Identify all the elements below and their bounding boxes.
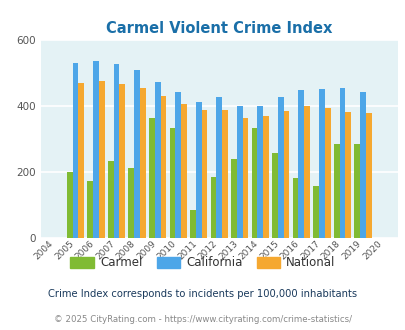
Bar (134, 70, 140, 238)
Text: © 2025 CityRating.com - https://www.cityrating.com/crime-statistics/: © 2025 CityRating.com - https://www.city… (54, 315, 351, 324)
Bar (210, 177, 216, 238)
Bar (292, 178, 298, 238)
Bar (72, 63, 78, 238)
Bar (128, 168, 134, 238)
Bar (277, 97, 283, 238)
Bar (99, 81, 104, 238)
Bar (298, 90, 303, 238)
Bar (201, 110, 207, 238)
Bar (175, 92, 181, 238)
Bar (262, 115, 268, 238)
Bar (354, 144, 359, 238)
Text: Crime Index corresponds to incidents per 100,000 inhabitants: Crime Index corresponds to incidents per… (48, 289, 357, 299)
Bar (190, 210, 195, 238)
Bar (345, 112, 350, 238)
Bar (271, 153, 277, 238)
Bar (283, 111, 289, 238)
Bar (181, 104, 186, 238)
Bar (108, 161, 113, 238)
Bar (230, 159, 236, 238)
Bar (67, 172, 72, 238)
Bar (93, 61, 99, 238)
Bar (313, 186, 318, 238)
Bar (236, 106, 242, 238)
Bar (303, 106, 309, 238)
Bar (359, 92, 365, 238)
Bar (333, 144, 339, 238)
Bar (113, 64, 119, 238)
Bar (318, 89, 324, 238)
Bar (251, 128, 257, 238)
Bar (365, 113, 371, 238)
Bar (222, 110, 227, 238)
Bar (339, 88, 345, 238)
Bar (216, 97, 222, 238)
Bar (87, 181, 93, 238)
Bar (242, 118, 248, 238)
Bar (257, 106, 262, 238)
Bar (160, 96, 166, 238)
Title: Carmel Violent Crime Index: Carmel Violent Crime Index (106, 21, 332, 36)
Bar (119, 84, 125, 238)
Bar (195, 102, 201, 238)
Legend: Carmel, California, National: Carmel, California, National (66, 252, 339, 274)
Bar (140, 88, 145, 238)
Bar (154, 82, 160, 238)
Bar (78, 82, 84, 238)
Bar (324, 108, 330, 238)
Bar (149, 118, 154, 238)
Bar (169, 128, 175, 238)
